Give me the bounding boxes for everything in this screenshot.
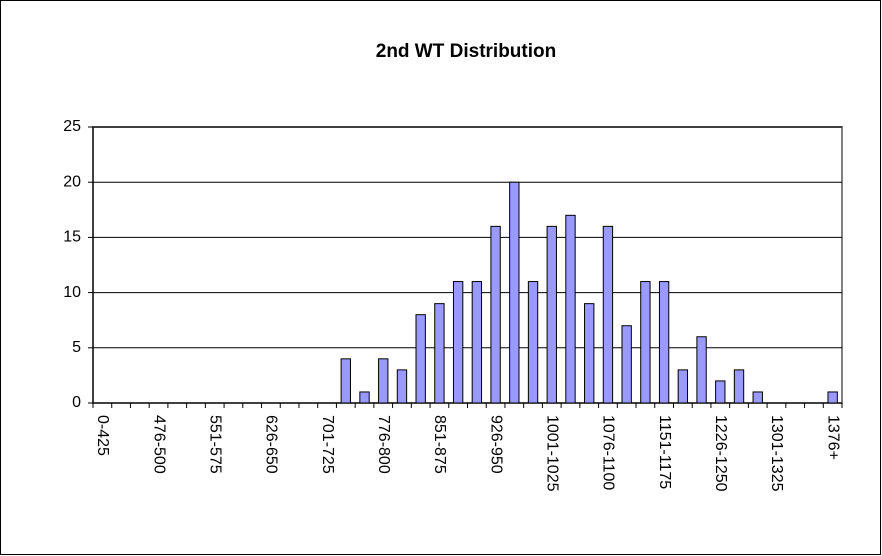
plot-area — [92, 126, 843, 404]
y-tick-label: 15 — [63, 229, 81, 246]
bar — [658, 281, 670, 404]
bar — [434, 303, 445, 404]
bar — [584, 303, 595, 404]
x-tick-label: 551-575 — [206, 415, 223, 474]
bar — [452, 281, 464, 404]
bar — [490, 225, 501, 404]
x-tick-label: 476-500 — [150, 415, 167, 474]
bar — [546, 225, 557, 404]
x-tick-label: 1001-1025 — [544, 415, 561, 492]
bar — [621, 325, 632, 404]
bar — [471, 281, 483, 404]
bar — [827, 391, 838, 404]
bar — [640, 281, 651, 404]
bar — [752, 391, 763, 404]
x-tick-label: 1226-1250 — [712, 415, 729, 492]
y-tick-label: 20 — [63, 173, 81, 190]
bar — [396, 369, 408, 404]
bar — [715, 380, 726, 404]
y-tick-label: 25 — [63, 118, 81, 135]
bar — [677, 369, 689, 404]
bar — [602, 225, 614, 404]
x-tick-label: 701-725 — [319, 415, 336, 474]
y-tick-label: 0 — [72, 394, 81, 411]
x-tick-label: 1076-1100 — [600, 415, 617, 490]
bar — [359, 391, 370, 404]
x-tick-label: 1301-1325 — [768, 415, 785, 492]
bar — [733, 369, 745, 404]
bar — [696, 336, 707, 404]
x-tick-label: 1376+ — [824, 415, 841, 460]
chart-title: 2nd WT Distribution — [376, 41, 556, 62]
bar — [565, 214, 576, 404]
bar — [509, 181, 520, 404]
y-tick-label: 10 — [63, 284, 81, 301]
bar — [415, 314, 426, 404]
x-tick-label: 776-800 — [375, 415, 392, 474]
y-tick-label: 5 — [72, 339, 81, 356]
bar — [378, 358, 389, 404]
x-tick-label: 926-950 — [487, 415, 504, 474]
x-tick-label: 1151-1175 — [656, 415, 673, 489]
x-tick-label: 851-875 — [431, 415, 448, 474]
bar — [340, 358, 351, 404]
bar — [527, 281, 539, 404]
x-tick-label: 0-425 — [94, 415, 111, 456]
x-tick-label: 626-650 — [263, 415, 280, 474]
